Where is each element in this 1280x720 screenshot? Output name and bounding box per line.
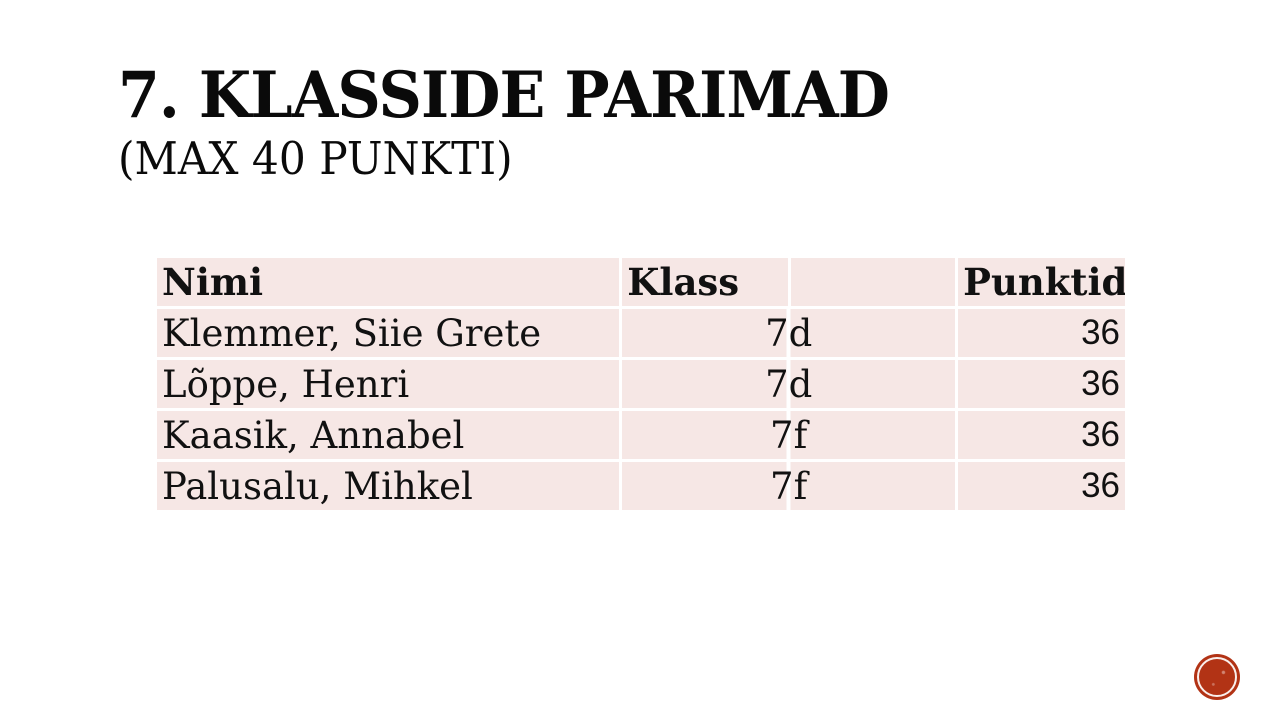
cell-punktid: 36 — [958, 411, 1125, 459]
cell-klass: 7d — [622, 360, 956, 408]
cell-klass: 7f — [622, 411, 956, 459]
slide-title: 7. KLASSIDE PARIMAD — [118, 58, 890, 133]
cell-punktid: 36 — [958, 309, 1125, 357]
title-block: 7. KLASSIDE PARIMAD (MAX 40 PUNKTI) — [118, 62, 938, 181]
header-nimi: Nimi — [157, 258, 620, 306]
cell-klass: 7f — [622, 462, 956, 510]
cell-nimi: Klemmer, Siie Grete — [157, 309, 620, 357]
stamp-badge-icon — [1194, 654, 1240, 700]
table-row: Klemmer, Siie Grete 7d 36 — [157, 309, 1125, 357]
slide-subtitle: (MAX 40 PUNKTI) — [118, 132, 513, 186]
cell-nimi: Lõppe, Henri — [157, 360, 620, 408]
header-klass: Klass — [622, 258, 789, 306]
table-header-row: Nimi Klass Punktid — [157, 258, 1125, 306]
header-spacer — [791, 258, 956, 306]
table-row: Palusalu, Mihkel 7f 36 — [157, 462, 1125, 510]
results-table: Nimi Klass Punktid Klemmer, Siie Grete 7… — [154, 255, 1128, 513]
cell-punktid: 36 — [958, 462, 1125, 510]
cell-klass: 7d — [622, 309, 956, 357]
cell-nimi: Kaasik, Annabel — [157, 411, 620, 459]
cell-punktid: 36 — [958, 360, 1125, 408]
table-row: Lõppe, Henri 7d 36 — [157, 360, 1125, 408]
table-row: Kaasik, Annabel 7f 36 — [157, 411, 1125, 459]
cell-nimi: Palusalu, Mihkel — [157, 462, 620, 510]
header-punktid: Punktid — [958, 258, 1125, 306]
